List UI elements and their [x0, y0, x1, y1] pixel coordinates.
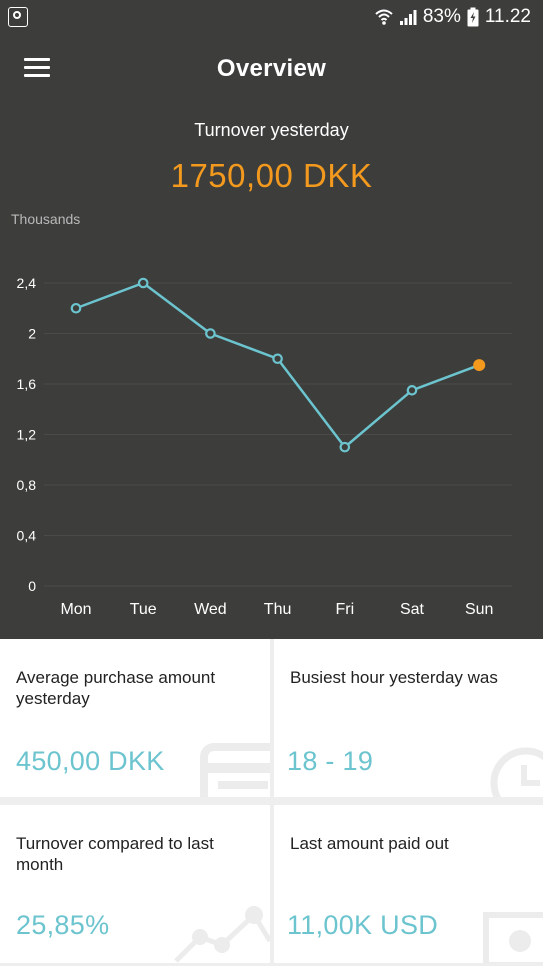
- card-label: Average purchase amount yesterday: [16, 668, 216, 708]
- x-tick-label: Tue: [130, 601, 157, 618]
- data-point: [205, 328, 216, 339]
- x-tick-label: Sat: [400, 601, 425, 618]
- card-last-payout[interactable]: Last amount paid out 11,00K USD: [274, 805, 543, 963]
- menu-button[interactable]: [24, 58, 50, 78]
- y-tick-label: 1,6: [17, 376, 37, 392]
- status-bar: 83% 11.22: [0, 0, 543, 34]
- battery-charging-icon: [467, 7, 479, 27]
- card-average-purchase[interactable]: Average purchase amount yesterday 450,00…: [0, 639, 270, 797]
- overview-panel: 83% 11.22 Overview Turnover yesterday 17…: [0, 0, 543, 639]
- y-tick-label: 0,8: [17, 477, 37, 493]
- menu-icon-bar: [24, 58, 50, 61]
- wifi-icon: [375, 9, 393, 25]
- x-tick-label: Fri: [335, 601, 354, 618]
- receipt-icon: [200, 743, 270, 797]
- trend-chart-icon: [174, 906, 270, 963]
- series-line: [75, 281, 480, 449]
- card-label: Turnover compared to last month: [16, 834, 214, 874]
- card-turnover-comparison[interactable]: Turnover compared to last month 25,85%: [0, 805, 270, 963]
- y-tick-label: 2: [28, 326, 36, 342]
- data-point: [137, 277, 149, 289]
- y-tick-label: 2,4: [17, 275, 37, 291]
- menu-icon-bar: [24, 74, 50, 77]
- chart-units-label: Thousands: [11, 211, 81, 227]
- highlighted-data-point: [473, 359, 486, 372]
- card-value: 450,00 DKK: [16, 746, 165, 776]
- clock-icon: [490, 747, 543, 797]
- data-point: [272, 353, 283, 365]
- page-title: Overview: [216, 55, 327, 82]
- clock-time: 11.22: [484, 6, 531, 27]
- x-tick-label: Thu: [264, 601, 292, 618]
- card-label: Busiest hour yesterday was: [290, 668, 498, 687]
- card-busiest-hour[interactable]: Busiest hour yesterday was 18 - 19: [274, 639, 543, 797]
- notification-icon: [8, 7, 28, 27]
- data-point: [70, 302, 82, 314]
- y-tick-label: 0,4: [17, 528, 37, 544]
- banknote-icon: [483, 912, 543, 963]
- x-tick-label: Mon: [60, 601, 91, 618]
- card-value: 25,85%: [16, 910, 110, 940]
- turnover-amount: 1750,00 DKK: [170, 157, 373, 194]
- data-point: [406, 385, 418, 396]
- card-value: 18 - 19: [287, 746, 374, 776]
- y-tick-label: 1,2: [17, 427, 37, 443]
- signal-icon: [399, 10, 417, 25]
- x-tick-label: Sun: [465, 601, 493, 618]
- card-label: Last amount paid out: [290, 834, 449, 853]
- x-tick-label: Wed: [194, 601, 227, 618]
- menu-icon-bar: [24, 66, 50, 69]
- data-point: [339, 441, 351, 453]
- y-tick-label: 0: [28, 578, 36, 594]
- turnover-label: Turnover yesterday: [194, 120, 349, 140]
- turnover-line-chart: 0 0,4 0,8 1,2 1,6 2 2,4 Mon Tue Wed Thu Fri Sat Sun: [17, 275, 512, 618]
- battery-percent: 83%: [422, 6, 461, 27]
- card-value: 11,00K USD: [287, 910, 439, 940]
